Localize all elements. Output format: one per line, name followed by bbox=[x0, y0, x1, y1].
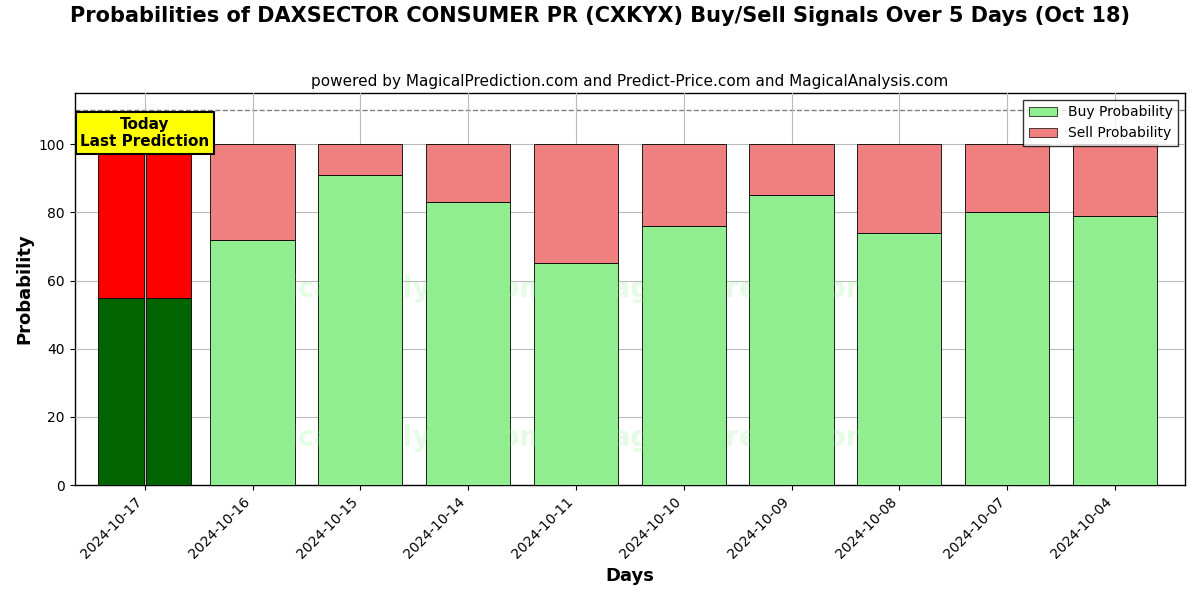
Bar bbox=[857, 233, 941, 485]
Bar bbox=[534, 144, 618, 263]
Bar bbox=[318, 175, 402, 485]
Bar bbox=[750, 195, 834, 485]
Bar bbox=[1073, 144, 1157, 216]
Bar bbox=[534, 263, 618, 485]
X-axis label: Days: Days bbox=[605, 567, 654, 585]
Y-axis label: Probability: Probability bbox=[16, 233, 34, 344]
Bar bbox=[146, 298, 191, 485]
Bar bbox=[1073, 216, 1157, 485]
Bar bbox=[642, 144, 726, 226]
Bar bbox=[318, 144, 402, 175]
Text: MagicalPrediction.com: MagicalPrediction.com bbox=[584, 275, 941, 303]
Bar bbox=[146, 144, 191, 298]
Bar bbox=[642, 226, 726, 485]
Text: MagicalAnalysis.com: MagicalAnalysis.com bbox=[222, 275, 548, 303]
Bar bbox=[965, 212, 1049, 485]
Text: Today
Last Prediction: Today Last Prediction bbox=[80, 117, 209, 149]
Bar bbox=[426, 144, 510, 202]
Bar bbox=[210, 239, 294, 485]
Title: powered by MagicalPrediction.com and Predict-Price.com and MagicalAnalysis.com: powered by MagicalPrediction.com and Pre… bbox=[311, 74, 948, 89]
Text: MagicalAnalysis.com: MagicalAnalysis.com bbox=[222, 424, 548, 452]
Bar bbox=[965, 144, 1049, 212]
Bar bbox=[98, 298, 144, 485]
Bar bbox=[750, 144, 834, 195]
Text: Probabilities of DAXSECTOR CONSUMER PR (CXKYX) Buy/Sell Signals Over 5 Days (Oct: Probabilities of DAXSECTOR CONSUMER PR (… bbox=[70, 6, 1130, 26]
Bar bbox=[210, 144, 294, 239]
Text: MagicalPrediction.com: MagicalPrediction.com bbox=[584, 424, 941, 452]
Bar bbox=[98, 144, 144, 298]
Bar bbox=[857, 144, 941, 233]
Bar bbox=[426, 202, 510, 485]
Legend: Buy Probability, Sell Probability: Buy Probability, Sell Probability bbox=[1024, 100, 1178, 146]
